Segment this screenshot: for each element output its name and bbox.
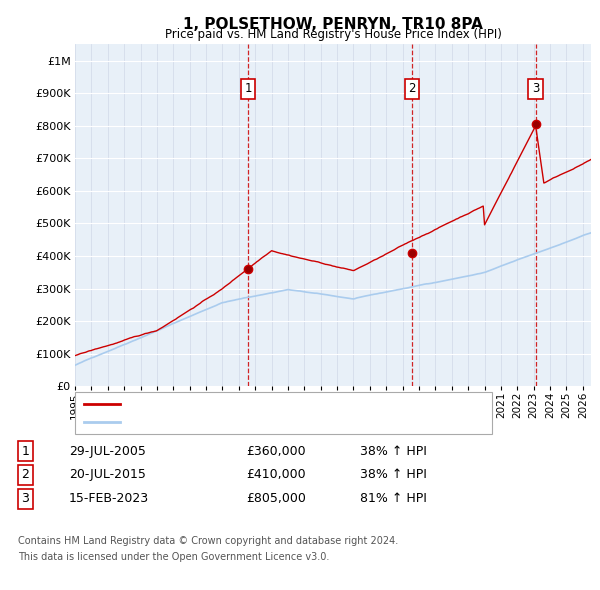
Text: £410,000: £410,000 — [246, 468, 305, 481]
Text: 2: 2 — [21, 468, 29, 481]
Text: £805,000: £805,000 — [246, 492, 306, 505]
Text: 38% ↑ HPI: 38% ↑ HPI — [360, 445, 427, 458]
Text: 2: 2 — [408, 82, 416, 95]
Text: Contains HM Land Registry data © Crown copyright and database right 2024.: Contains HM Land Registry data © Crown c… — [18, 536, 398, 546]
Text: 20-JUL-2015: 20-JUL-2015 — [69, 468, 146, 481]
Text: 81% ↑ HPI: 81% ↑ HPI — [360, 492, 427, 505]
Text: 1, POLSETHOW, PENRYN, TR10 8PA: 1, POLSETHOW, PENRYN, TR10 8PA — [183, 17, 483, 31]
Text: 38% ↑ HPI: 38% ↑ HPI — [360, 468, 427, 481]
Text: This data is licensed under the Open Government Licence v3.0.: This data is licensed under the Open Gov… — [18, 552, 329, 562]
Text: 3: 3 — [532, 82, 539, 95]
Text: Price paid vs. HM Land Registry's House Price Index (HPI): Price paid vs. HM Land Registry's House … — [164, 28, 502, 41]
Text: 3: 3 — [21, 492, 29, 505]
Text: 29-JUL-2005: 29-JUL-2005 — [69, 445, 146, 458]
Text: 1: 1 — [21, 445, 29, 458]
Text: £360,000: £360,000 — [246, 445, 305, 458]
Text: 15-FEB-2023: 15-FEB-2023 — [69, 492, 149, 505]
Text: 1, POLSETHOW, PENRYN, TR10 8PA (detached house): 1, POLSETHOW, PENRYN, TR10 8PA (detached… — [126, 399, 424, 409]
Text: 1: 1 — [244, 82, 252, 95]
Text: HPI: Average price, detached house, Cornwall: HPI: Average price, detached house, Corn… — [126, 417, 380, 427]
